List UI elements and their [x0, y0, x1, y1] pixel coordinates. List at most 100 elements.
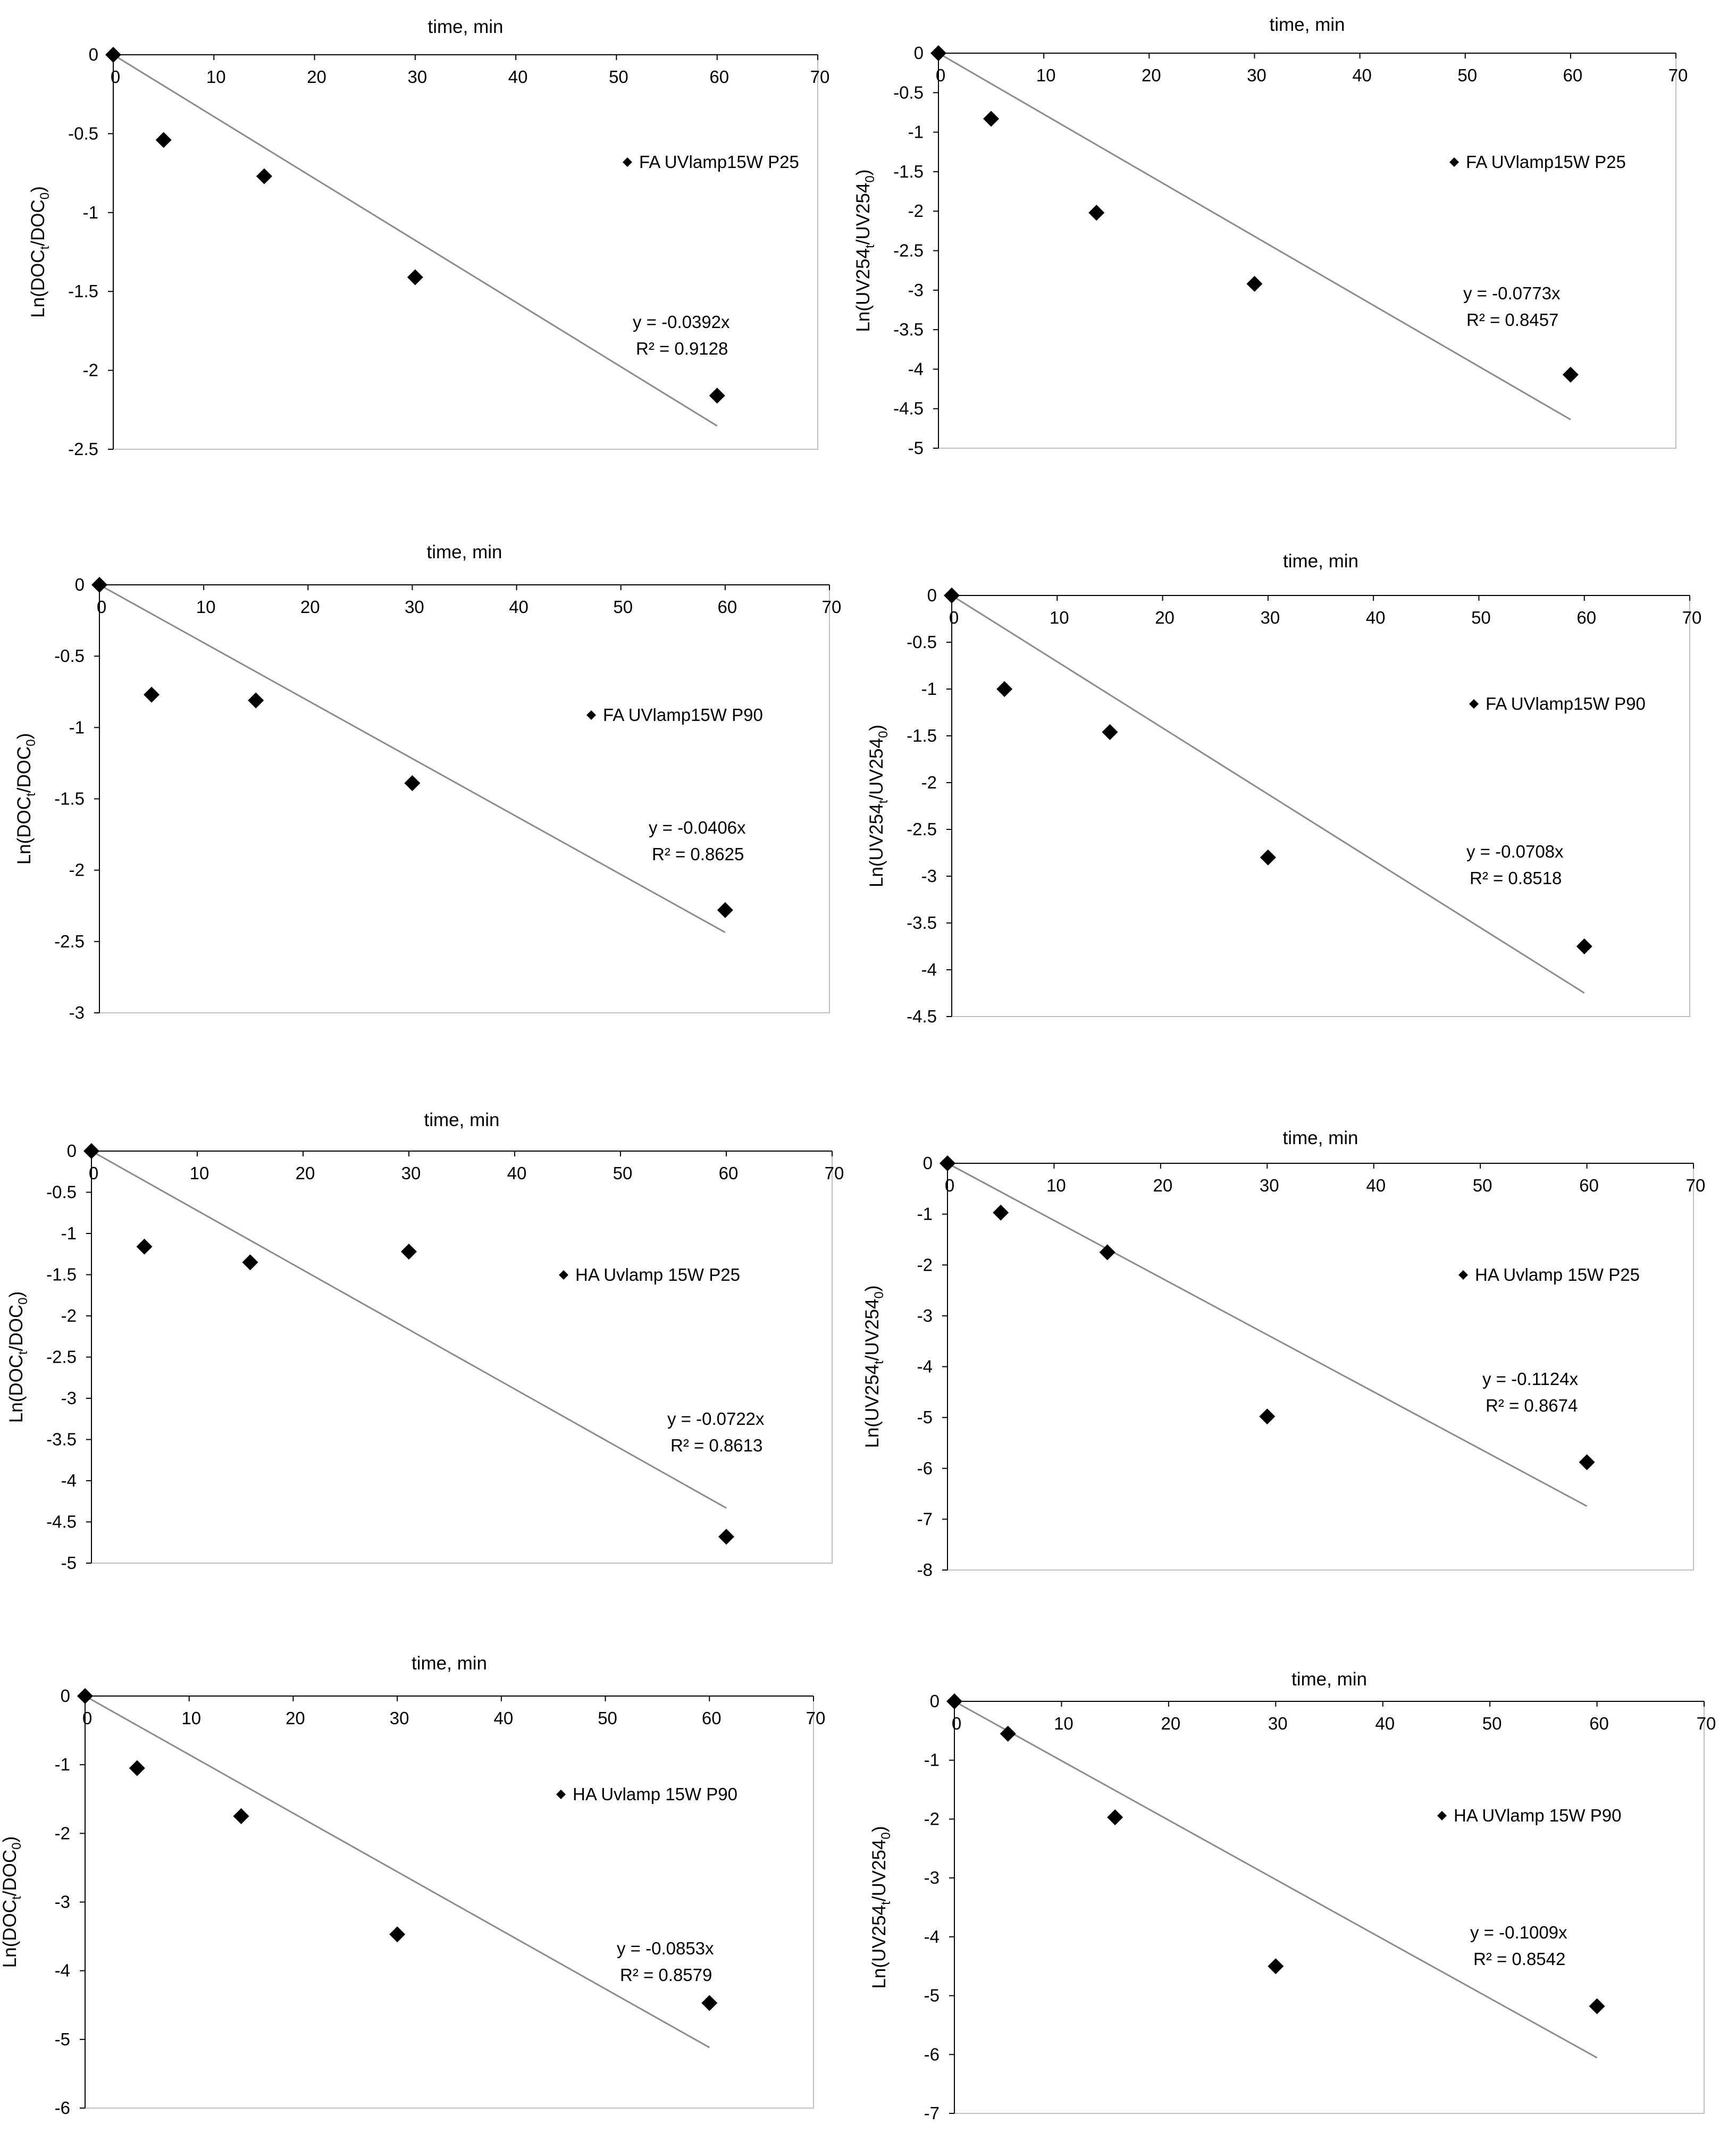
y-tick-label: -2.5 [46, 1347, 77, 1367]
data-point [155, 132, 172, 148]
y-axis-title-sub: 0 [872, 1291, 886, 1298]
x-tick-label: 70 [1686, 1176, 1706, 1195]
y-tick-label: -1 [924, 1750, 940, 1770]
data-point [1102, 724, 1118, 740]
data-point [1000, 1725, 1016, 1742]
y-tick-label: -2 [908, 201, 924, 221]
x-tick-label: 20 [1161, 1714, 1180, 1733]
y-axis-title: Ln(UV254t/UV2540) [869, 1826, 893, 1988]
y-axis-title-end: ) [0, 1836, 20, 1843]
legend-label: FA UVlamp15W P90 [603, 705, 763, 725]
y-tick-label: 0 [930, 1691, 940, 1711]
x-tick-label: 0 [111, 67, 120, 87]
x-tick-label: 30 [1268, 1714, 1288, 1733]
legend-marker [559, 1270, 568, 1280]
y-tick-label: -3.5 [893, 320, 924, 339]
y-axis-title-sub: 0 [863, 175, 877, 182]
y-axis-title-mid: /DOC [0, 1850, 20, 1896]
y-tick-label: -3 [908, 280, 924, 300]
x-tick-label: 30 [1260, 1176, 1279, 1195]
y-tick-label: -4 [917, 1357, 933, 1376]
y-axis-title-sub: 0 [38, 192, 52, 199]
x-tick-label: 20 [307, 67, 326, 87]
y-axis-title-sub: t [10, 1896, 24, 1900]
x-tick-label: 50 [598, 1708, 617, 1728]
y-tick-label: -2.5 [893, 241, 924, 261]
y-tick-label: 0 [89, 45, 98, 64]
x-tick-label: 70 [1682, 608, 1702, 627]
chart-panel-8: 0 10 20 30 40 50 60 70 0 -1 -2 -3 -4 -5 -6 -7 time, min L… [869, 1669, 1716, 2123]
legend-marker [1449, 157, 1459, 167]
y-tick-label: -1.5 [893, 162, 924, 181]
x-tick-label: 50 [1473, 1176, 1492, 1195]
y-axis-title-sub: 0 [879, 1832, 893, 1839]
data-point [83, 1143, 99, 1159]
y-axis-title-sub: 0 [876, 731, 891, 738]
x-tick-label: 20 [1155, 608, 1175, 627]
data-point [136, 1238, 153, 1255]
y-tick-label: -2 [917, 1255, 933, 1274]
legend-label: HA UVlamp 15W P90 [1454, 1806, 1621, 1825]
x-tick-label: 50 [613, 597, 633, 617]
trendline [951, 594, 1585, 994]
trendline-equation: y = -0.0853x [617, 1938, 714, 1958]
x-tick-label: 30 [1247, 65, 1267, 85]
x-tick-label: 60 [1579, 1176, 1599, 1195]
x-tick-label: 30 [407, 67, 427, 87]
x-tick-label: 70 [822, 597, 842, 617]
y-tick-label: -5 [55, 2029, 70, 2049]
y-axis-title: Ln(DOCt/DOC0) [6, 1291, 30, 1423]
y-tick-label: -0.5 [54, 646, 85, 666]
x-tick-label: 20 [296, 1163, 315, 1183]
y-axis-title-sub: 0 [16, 1297, 30, 1304]
y-tick-label: -4 [55, 1961, 70, 1980]
y-axis-title-mid: /DOC [6, 1305, 27, 1352]
x-axis-title: time, min [428, 16, 504, 37]
data-point [717, 902, 733, 918]
x-tick-label: 10 [1036, 65, 1056, 85]
data-point [701, 1995, 718, 2011]
y-axis-title-mid: /UV254 [866, 738, 887, 800]
y-tick-label: -7 [924, 2103, 940, 2123]
x-tick-label: 10 [181, 1708, 201, 1728]
chart-panel-5: 0 10 20 30 40 50 60 70 0 -0.5 -1 -1.5 -2 -2.5 -3 -3.5 -4… [6, 1110, 844, 1573]
trendline-r2: R² = 0.8579 [620, 1965, 712, 1985]
x-tick-label: 0 [82, 1708, 92, 1728]
y-tick-label: -4 [921, 960, 937, 979]
y-tick-label: -0.5 [907, 632, 937, 652]
y-axis-title-end: ) [28, 186, 48, 192]
trendline [113, 54, 718, 427]
x-tick-label: 10 [1054, 1714, 1074, 1733]
x-tick-label: 40 [493, 1708, 513, 1728]
y-tick-label: -1 [921, 679, 937, 699]
y-tick-label: -0.5 [68, 123, 98, 143]
trendline [99, 584, 726, 933]
x-tick-label: 40 [1366, 608, 1386, 627]
y-axis-title-sub: t [872, 1361, 886, 1364]
y-tick-label: -6 [917, 1458, 933, 1478]
y-tick-label: -4.5 [907, 1006, 937, 1026]
x-tick-label: 60 [709, 67, 729, 87]
x-tick-label: 40 [508, 67, 528, 87]
data-point [233, 1808, 249, 1825]
trendline-r2: R² = 0.9128 [636, 339, 728, 358]
x-tick-label: 70 [1668, 65, 1688, 85]
x-tick-label: 50 [1482, 1714, 1502, 1733]
trendline-r2: R² = 0.8613 [670, 1436, 762, 1455]
x-tick-label: 70 [1697, 1714, 1716, 1733]
trendline-r2: R² = 0.8674 [1486, 1396, 1578, 1415]
x-tick-label: 10 [206, 67, 226, 87]
trendline-equation: y = -0.1009x [1470, 1923, 1567, 1942]
plot-area-border [951, 595, 1690, 1017]
plot-area-border [947, 1163, 1694, 1571]
y-tick-label: -8 [917, 1560, 933, 1580]
y-axis-title-base: Ln(UV254 [853, 248, 874, 332]
y-tick-label: -1 [83, 203, 98, 222]
y-axis-title-sub: 0 [10, 1842, 24, 1849]
data-point [91, 577, 107, 593]
trendline-r2: R² = 0.8518 [1470, 868, 1562, 888]
y-tick-label: -6 [55, 2098, 70, 2118]
y-tick-label: -4 [61, 1471, 77, 1490]
x-tick-label: 50 [609, 67, 628, 87]
legend-label: FA UVlamp15W P90 [1486, 694, 1646, 714]
